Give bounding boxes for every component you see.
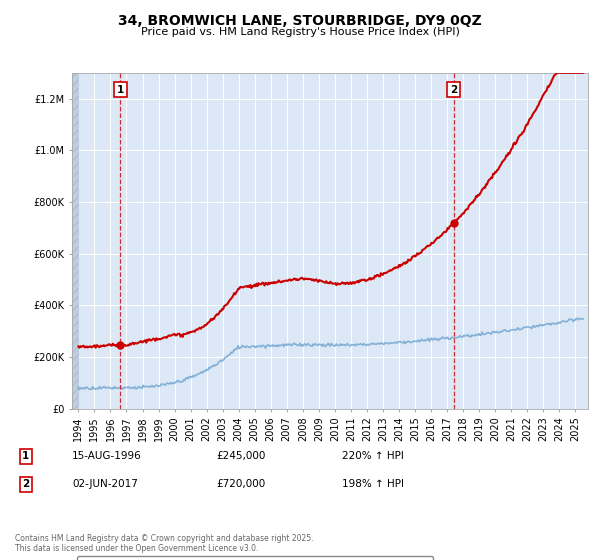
Text: 2: 2	[450, 85, 457, 95]
Text: 220% ↑ HPI: 220% ↑ HPI	[342, 451, 404, 461]
Text: 1: 1	[22, 451, 29, 461]
Text: 2: 2	[22, 479, 29, 489]
Bar	[72, 73, 79, 409]
Text: £720,000: £720,000	[216, 479, 265, 489]
Text: 1: 1	[117, 85, 124, 95]
Text: 198% ↑ HPI: 198% ↑ HPI	[342, 479, 404, 489]
Text: 15-AUG-1996: 15-AUG-1996	[72, 451, 142, 461]
Text: 02-JUN-2017: 02-JUN-2017	[72, 479, 138, 489]
Text: £245,000: £245,000	[216, 451, 265, 461]
Text: 34, BROMWICH LANE, STOURBRIDGE, DY9 0QZ: 34, BROMWICH LANE, STOURBRIDGE, DY9 0QZ	[118, 14, 482, 28]
Legend: 34, BROMWICH LANE, STOURBRIDGE, DY9 0QZ (detached house), HPI: Average price, de: 34, BROMWICH LANE, STOURBRIDGE, DY9 0QZ …	[77, 556, 433, 560]
Text: Contains HM Land Registry data © Crown copyright and database right 2025.
This d: Contains HM Land Registry data © Crown c…	[15, 534, 314, 553]
Text: Price paid vs. HM Land Registry's House Price Index (HPI): Price paid vs. HM Land Registry's House …	[140, 27, 460, 37]
